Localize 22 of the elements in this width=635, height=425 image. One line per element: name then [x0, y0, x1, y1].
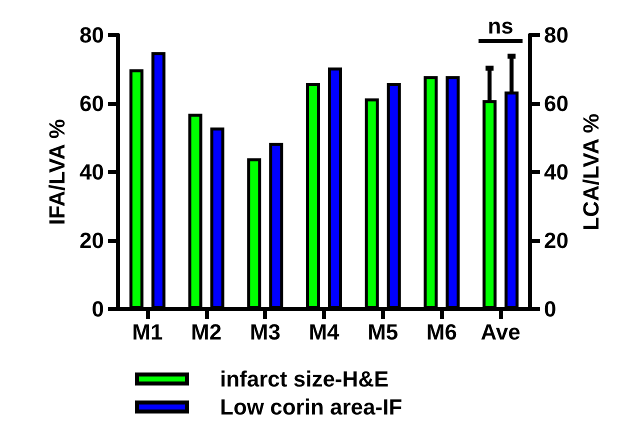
x-tick-label: M6 — [426, 320, 457, 344]
x-tick-label: M4 — [308, 320, 340, 344]
x-tick-label: M2 — [191, 320, 222, 344]
y2-tick-label: 60 — [544, 91, 568, 116]
legend-label: infarct size-H&E — [220, 366, 389, 392]
x-tick-label: M3 — [250, 320, 280, 344]
y2-tick-label: 80 — [544, 22, 568, 48]
x-tick-label: M5 — [368, 320, 398, 344]
y-axis-title: IFA/LVA % — [44, 119, 70, 225]
x-tick-label: M1 — [132, 320, 163, 344]
annotation: ns — [488, 14, 514, 38]
y2-axis-title: LCA/LVA % — [578, 114, 604, 230]
y-tick-label: 80 — [80, 22, 104, 48]
y-tick-label: 0 — [92, 296, 104, 322]
y2-tick-label: 20 — [544, 228, 568, 253]
y2-tick-label: 40 — [544, 160, 568, 184]
x-tick-label: Ave — [480, 320, 520, 344]
y-tick-label: 40 — [80, 160, 104, 184]
y2-tick-label: 0 — [544, 296, 556, 322]
y-tick-label: 20 — [80, 228, 104, 253]
y-tick-label: 60 — [80, 91, 104, 116]
legend-label: Low corin area-IF — [220, 394, 402, 420]
